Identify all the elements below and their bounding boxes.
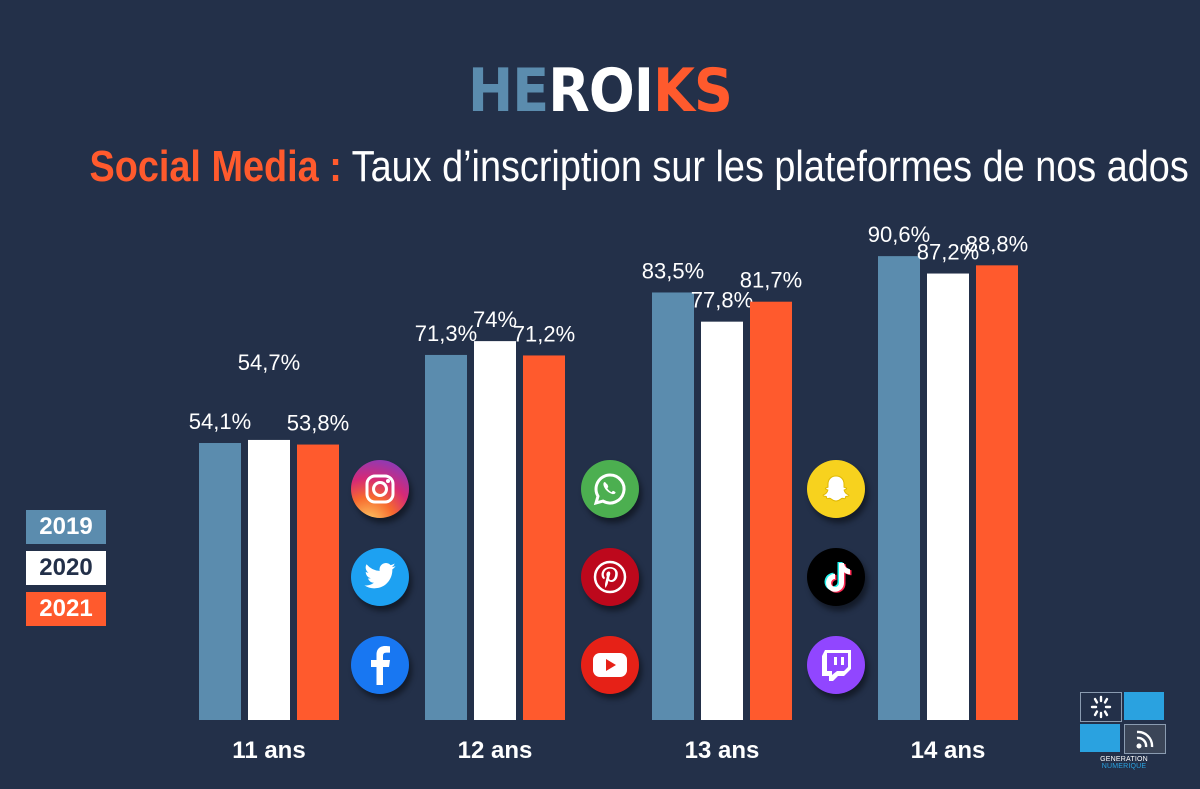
whatsapp-icon: [581, 460, 639, 518]
generation-numerique-logo: [1080, 692, 1166, 772]
bar-2019-14: [878, 256, 920, 720]
data-label-2021-13: 81,7%: [740, 268, 802, 293]
data-label-2019-11: 54,1%: [189, 409, 251, 434]
twitter-icon: [351, 548, 409, 606]
title-highlight: Social Media :: [89, 142, 342, 191]
youtube-icon: [581, 636, 639, 694]
logo-part-3: KS: [653, 56, 733, 126]
category-label-13: 13 ans: [685, 737, 760, 764]
data-label-2019-12: 71,3%: [415, 321, 477, 346]
snapchat-icon: [807, 460, 865, 518]
tiktok-icon: [807, 548, 865, 606]
facebook-icon: [351, 636, 409, 694]
bar-2020-14: [927, 273, 969, 720]
logo-part-2: ROI: [548, 56, 654, 126]
category-label-14: 14 ans: [911, 737, 986, 764]
gn-rss-icon: [1124, 724, 1166, 754]
generation-numerique-text: GENERATION NUMERIQUE: [1100, 756, 1148, 770]
legend-item-2021: 2021: [26, 592, 106, 626]
heroiks-logo: HEROIKS: [60, 56, 1140, 126]
bar-2020-13: [701, 321, 743, 720]
bar-2020-11: [248, 439, 290, 720]
data-label-2019-13: 83,5%: [642, 258, 704, 283]
chart-title: Social Media : Taux d’inscription sur le…: [0, 140, 1200, 194]
data-label-2020-13: 77,8%: [691, 288, 753, 313]
data-label-2020-14: 87,2%: [917, 240, 979, 265]
legend-item-2019: 2019: [26, 510, 106, 544]
logo-part-1: HE: [467, 56, 549, 126]
data-label-2020-11: 54,7%: [238, 350, 300, 375]
bar-2021-12: [523, 355, 565, 720]
data-label-2021-11: 53,8%: [287, 411, 349, 436]
bar-2021-11: [297, 444, 339, 720]
data-label-2019-14: 90,6%: [868, 222, 930, 247]
legend-item-2020: 2020: [26, 551, 106, 585]
category-label-12: 12 ans: [458, 737, 533, 764]
title-rest: Taux d’inscription sur les plateformes d…: [341, 142, 1189, 191]
bar-2020-12: [474, 341, 516, 720]
instagram-icon: [351, 460, 409, 518]
bar-2021-13: [750, 301, 792, 720]
pinterest-icon: [581, 548, 639, 606]
gn-loading-icon: [1080, 692, 1122, 722]
bar-2019-12: [425, 354, 467, 720]
data-label-2021-12: 71,2%: [513, 321, 575, 346]
bar-2019-11: [199, 443, 241, 720]
data-label-2021-14: 88,8%: [966, 231, 1028, 256]
twitch-icon: [807, 636, 865, 694]
bar-2019-13: [652, 292, 694, 720]
data-label-2020-12: 74%: [473, 307, 517, 332]
bar-2021-14: [976, 265, 1018, 720]
category-label-11: 11 ans: [232, 737, 305, 764]
